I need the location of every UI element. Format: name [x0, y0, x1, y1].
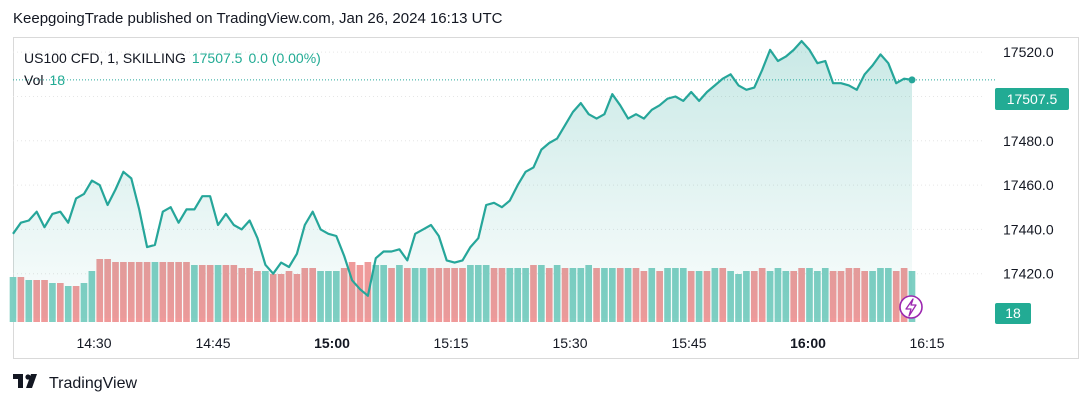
- y-tick-label: 17480.0: [1003, 133, 1054, 149]
- y-tick-label: 17460.0: [1003, 177, 1054, 193]
- price-area: [13, 41, 912, 318]
- volume-label-badge: 18: [995, 303, 1031, 324]
- x-tick-label: 16:15: [909, 335, 944, 351]
- chart-frame[interactable]: [13, 37, 1079, 359]
- lightning-icon[interactable]: [899, 295, 923, 319]
- x-tick-label: 14:30: [76, 335, 111, 351]
- brand-name: TradingView: [49, 374, 138, 392]
- price-change: 0.0 (0.00%): [248, 50, 321, 66]
- y-tick-label: 17420.0: [1003, 266, 1054, 282]
- volume-legend-value: 18: [49, 72, 66, 88]
- tradingview-logo-icon: [13, 374, 41, 393]
- x-tick-label: 14:45: [195, 335, 230, 351]
- x-axis: 14:30 14:45 15:00 15:15 15:30 15:45 16:00 16:15: [76, 335, 944, 351]
- last-value: 17507.5: [191, 50, 243, 66]
- symbol-title[interactable]: US100 CFD, 1, SKILLING: [24, 50, 186, 66]
- x-tick-label: 15:45: [671, 335, 706, 351]
- brand-footer[interactable]: TradingView: [13, 374, 137, 393]
- price-label-badge: 17507.5: [995, 88, 1069, 110]
- y-axis: 17520.017500.017480.017460.017440.017420…: [1003, 44, 1054, 282]
- chart-legend: US100 CFD, 1, SKILLING 17507.5 0.0 (0.00%)…: [24, 47, 321, 91]
- x-tick-label: 15:15: [433, 335, 468, 351]
- volume-legend-label: Vol: [24, 72, 44, 88]
- current-volume-label: 18: [1005, 305, 1021, 321]
- price-line: [12, 40, 913, 297]
- y-tick-label: 17520.0: [1003, 44, 1054, 60]
- y-tick-label: 17440.0: [1003, 221, 1054, 237]
- current-price-label: 17507.5: [1007, 91, 1058, 107]
- publish-info: KeepgoingTrade published on TradingView.…: [13, 10, 503, 27]
- x-tick-label: 15:00: [314, 335, 350, 351]
- last-price-dot: [908, 76, 916, 84]
- x-tick-label: 15:30: [552, 335, 587, 351]
- x-tick-label: 16:00: [790, 335, 826, 351]
